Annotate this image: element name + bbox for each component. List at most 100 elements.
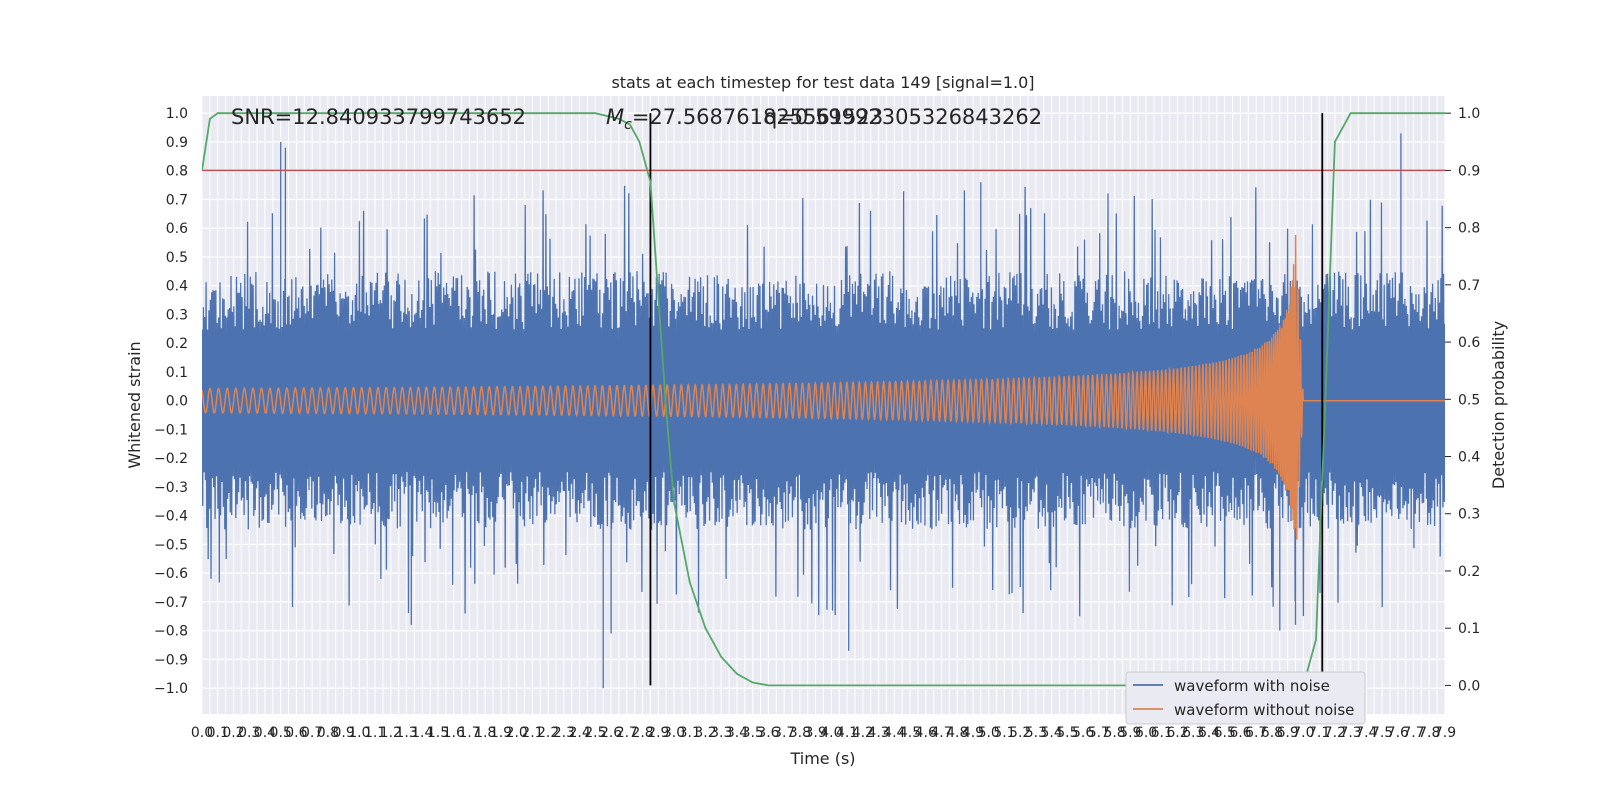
x-tick-label: 2.8 (631, 725, 653, 741)
x-tick-label: 7.3 (1339, 725, 1361, 741)
y-tick-label-left: −0.7 (154, 595, 188, 611)
y-tick-label-left: −0.4 (154, 509, 188, 525)
y-tick-label-left: 0.5 (166, 250, 188, 266)
x-tick-label: 3.8 (789, 725, 811, 741)
x-tick-label: 6.0 (1135, 725, 1157, 741)
x-tick-label: 3.6 (757, 725, 779, 741)
x-tick-label: 4.3 (867, 725, 889, 741)
x-tick-label: 0.2 (222, 725, 244, 741)
mc-symbol: M (606, 105, 624, 129)
y-tick-label-left: 0.2 (166, 336, 188, 352)
x-tick-label: 6.6 (1229, 725, 1251, 741)
x-tick-label: 5.9 (1119, 725, 1141, 741)
x-tick-label: 2.7 (616, 725, 638, 741)
x-tick-label: 7.2 (1324, 725, 1346, 741)
x-tick-label: 0.4 (254, 725, 276, 741)
y-tick-label-left: −0.3 (154, 480, 188, 496)
y-tick-label-left: 0.3 (166, 307, 188, 323)
mc-value: =27.568761825561523 (632, 105, 883, 129)
x-axis-label: Time (s) (789, 749, 855, 768)
x-tick-label: 6.3 (1182, 725, 1204, 741)
y-tick-label-right: 0.4 (1458, 450, 1480, 466)
x-axis: 0.00.10.20.30.40.50.60.70.80.91.01.11.21… (191, 725, 1456, 741)
y-tick-label-right: 0.3 (1458, 507, 1480, 523)
x-tick-label: 4.4 (883, 725, 905, 741)
x-tick-label: 3.9 (805, 725, 827, 741)
x-tick-label: 4.2 (852, 725, 874, 741)
legend: waveform with noise waveform without noi… (1125, 671, 1366, 725)
y-tick-label-left: 0.9 (166, 135, 188, 151)
y-tick-label-left: −1.0 (154, 681, 188, 697)
y-tick-label-left: −0.9 (154, 652, 188, 668)
y-tick-label-left: −0.8 (154, 624, 188, 640)
x-tick-label: 1.8 (474, 725, 496, 741)
x-tick-label: 6.2 (1166, 725, 1188, 741)
chart-title: stats at each timestep for test data 149… (611, 73, 1034, 92)
x-tick-label: 1.5 (427, 725, 449, 741)
x-tick-label: 5.0 (978, 725, 1000, 741)
x-tick-label: 5.6 (1072, 725, 1094, 741)
x-tick-label: 0.6 (285, 725, 307, 741)
x-tick-label: 2.6 (600, 725, 622, 741)
x-tick-label: 2.4 (568, 725, 590, 741)
y-axis-right-label: Detection probability (1489, 321, 1508, 489)
x-tick-label: 4.0 (820, 725, 842, 741)
legend-box (1125, 671, 1366, 725)
x-tick-label: 7.1 (1308, 725, 1330, 741)
x-tick-label: 2.2 (537, 725, 559, 741)
x-tick-label: 0.9 (332, 725, 354, 741)
y-tick-label-right: 0.2 (1458, 564, 1480, 580)
x-tick-label: 4.5 (899, 725, 921, 741)
x-tick-label: 7.9 (1434, 725, 1456, 741)
y-tick-label-left: 1.0 (166, 106, 188, 122)
y-tick-label-left: 0.6 (166, 221, 188, 237)
x-tick-label: 5.8 (1103, 725, 1125, 741)
x-tick-label: 0.5 (270, 725, 292, 741)
x-tick-label: 5.5 (1056, 725, 1078, 741)
x-tick-label: 6.5 (1214, 725, 1236, 741)
x-tick-label: 1.0 (348, 725, 370, 741)
x-tick-label: 1.6 (443, 725, 465, 741)
x-tick-label: 5.2 (1009, 725, 1031, 741)
y-tick-label-right: 0.1 (1458, 621, 1480, 637)
x-tick-label: 5.1 (993, 725, 1015, 741)
y-axis-left: −1.0 −0.9 −0.8 −0.7 −0.6 −0.5 −0.4 −0.3 −0.2 −0.1… (154, 106, 188, 697)
x-tick-label: 5.3 (1025, 725, 1047, 741)
x-tick-label: 4.8 (946, 725, 968, 741)
x-tick-label: 0.0 (191, 725, 213, 741)
y-tick-label-right: 0.5 (1458, 392, 1480, 408)
x-tick-label: 4.9 (962, 725, 984, 741)
x-tick-label: 6.7 (1245, 725, 1267, 741)
x-tick-label: 1.7 (458, 725, 480, 741)
x-tick-label: 1.1 (364, 725, 386, 741)
x-tick-label: 1.3 (395, 725, 417, 741)
x-tick-label: 4.1 (836, 725, 858, 741)
x-tick-label: 6.9 (1277, 725, 1299, 741)
x-tick-label: 7.7 (1402, 725, 1424, 741)
x-tick-label: 5.7 (1088, 725, 1110, 741)
x-tick-label: 0.7 (301, 725, 323, 741)
x-tick-label: 7.0 (1292, 725, 1314, 741)
y-tick-label-right: 0.8 (1458, 221, 1480, 237)
x-tick-label: 7.6 (1387, 725, 1409, 741)
y-tick-label-left: −0.6 (154, 566, 188, 582)
x-tick-label: 3.7 (773, 725, 795, 741)
y-tick-label-left: 0.0 (166, 394, 188, 410)
x-tick-label: 3.4 (726, 725, 748, 741)
detection-probability-line (202, 112, 1445, 687)
x-tick-label: 3.0 (663, 725, 685, 741)
y-axis-right: 0.0 0.1 0.2 0.3 0.4 0.5 0.6 0.7 0.8 0.9 1.0 (1445, 106, 1480, 694)
x-tick-label: 2.5 (584, 725, 606, 741)
x-tick-label: 6.4 (1198, 725, 1220, 741)
x-tick-label: 2.1 (521, 725, 543, 741)
x-tick-label: 3.3 (710, 725, 732, 741)
x-tick-label: 1.4 (411, 725, 433, 741)
snr-annotation: SNR=12.840933799743652 (231, 105, 526, 129)
x-tick-label: 1.2 (380, 725, 402, 741)
x-tick-label: 1.9 (490, 725, 512, 741)
x-tick-label: 7.5 (1371, 725, 1393, 741)
x-tick-label: 7.8 (1418, 725, 1440, 741)
x-tick-label: 2.9 (647, 725, 669, 741)
y-tick-label-left: 0.4 (166, 279, 188, 295)
x-tick-label: 6.1 (1151, 725, 1173, 741)
